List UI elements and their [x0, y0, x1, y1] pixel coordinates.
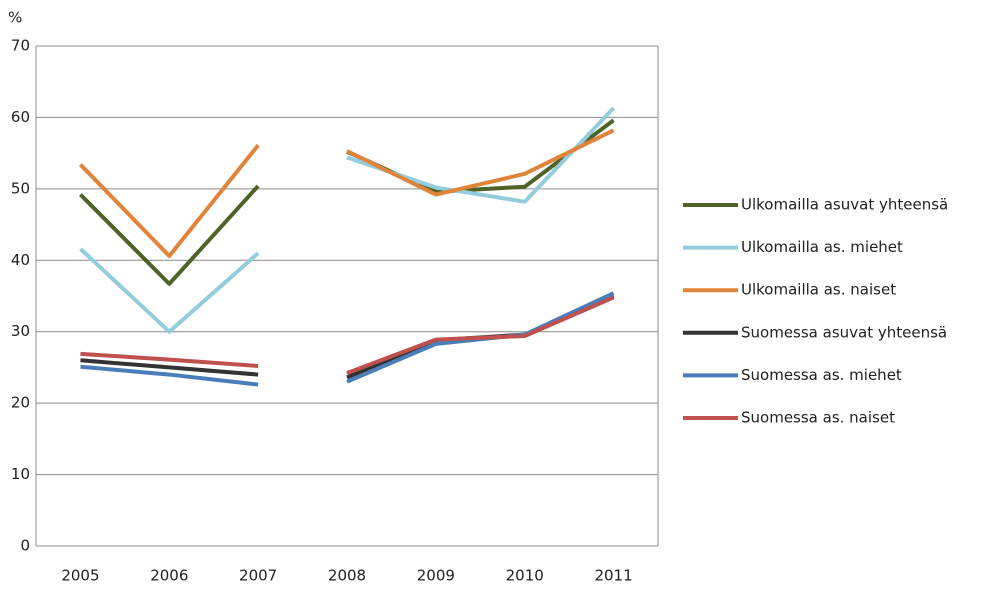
legend-label: Suomessa as. miehet: [741, 366, 902, 384]
x-tick-label: 2006: [150, 567, 188, 585]
series-line: [346, 118, 615, 194]
y-tick-label: 60: [11, 108, 30, 126]
x-tick-label: 2005: [61, 567, 99, 585]
legend-label: Suomessa asuvat yhteensä: [741, 323, 947, 341]
series-line: [80, 364, 259, 387]
series-line: [78, 144, 260, 258]
y-tick-label: 40: [11, 251, 30, 269]
y-tick-label: 0: [20, 537, 30, 555]
legend-label: Ulkomailla as. miehet: [741, 238, 903, 256]
legend-label: Ulkomailla asuvat yhteensä: [741, 196, 948, 214]
x-tick-label: 2010: [506, 567, 544, 585]
x-tick-label: 2007: [239, 567, 277, 585]
y-tick-label: 50: [11, 179, 30, 197]
x-tick-label: 2011: [594, 567, 632, 585]
series-line: [79, 184, 260, 286]
series-line: [80, 351, 259, 368]
x-tick-label: 2008: [328, 567, 366, 585]
y-tick-label: 30: [11, 322, 30, 340]
series-line: [346, 128, 615, 197]
y-unit: %: [8, 9, 22, 27]
y-tick-label: 10: [11, 465, 30, 483]
legend-label: Ulkomailla as. naiset: [741, 281, 896, 299]
y-tick-label: 20: [11, 394, 30, 412]
y-tick-label: 70: [11, 37, 30, 55]
x-tick-label: 2009: [417, 567, 455, 585]
series-line: [79, 247, 260, 334]
series-line: [346, 295, 615, 376]
series-line: [80, 358, 259, 377]
legend-label: Suomessa as. naiset: [741, 409, 895, 427]
